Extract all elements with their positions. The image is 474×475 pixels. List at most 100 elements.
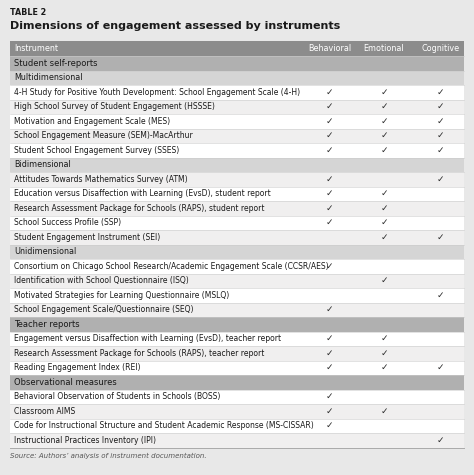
Text: School Engagement Measure (SEM)-MacArthur: School Engagement Measure (SEM)-MacArthu… <box>14 131 193 140</box>
Bar <box>10 332 464 346</box>
Text: ✓: ✓ <box>326 334 333 343</box>
Bar <box>10 216 464 230</box>
Text: ✓: ✓ <box>380 88 388 97</box>
Bar <box>10 418 464 433</box>
Text: Identification with School Questionnaire (ISQ): Identification with School Questionnaire… <box>14 276 189 285</box>
Text: Source: Authors’ analysis of instrument documentation.: Source: Authors’ analysis of instrument … <box>10 453 207 458</box>
Text: Teacher reports: Teacher reports <box>14 320 80 329</box>
Text: ✓: ✓ <box>380 407 388 416</box>
Bar <box>10 303 464 317</box>
Text: Consortium on Chicago School Research/Academic Engagement Scale (CCSR/AES): Consortium on Chicago School Research/Ac… <box>14 262 329 271</box>
Bar <box>10 201 464 216</box>
Text: ✓: ✓ <box>326 146 333 155</box>
Bar <box>10 375 464 390</box>
Text: ✓: ✓ <box>326 189 333 198</box>
Bar <box>10 274 464 288</box>
Text: Reading Engagement Index (REI): Reading Engagement Index (REI) <box>14 363 141 372</box>
Text: ✓: ✓ <box>437 291 445 300</box>
Text: High School Survey of Student Engagement (HSSSE): High School Survey of Student Engagement… <box>14 102 215 111</box>
Bar <box>10 288 464 303</box>
Bar <box>10 41 464 56</box>
Text: ✓: ✓ <box>437 175 445 184</box>
Text: ✓: ✓ <box>380 117 388 126</box>
Text: ✓: ✓ <box>437 131 445 140</box>
Bar <box>10 158 464 172</box>
Text: ✓: ✓ <box>326 363 333 372</box>
Text: Multidimensional: Multidimensional <box>14 73 83 82</box>
Text: Student Engagement Instrument (SEI): Student Engagement Instrument (SEI) <box>14 233 161 242</box>
Text: Behavioral Observation of Students in Schools (BOSS): Behavioral Observation of Students in Sc… <box>14 392 221 401</box>
Text: ✓: ✓ <box>437 102 445 111</box>
Text: Motivation and Engagement Scale (MES): Motivation and Engagement Scale (MES) <box>14 117 171 126</box>
Text: 4-H Study for Positive Youth Development: School Engagement Scale (4-H): 4-H Study for Positive Youth Development… <box>14 88 301 97</box>
Text: ✓: ✓ <box>437 117 445 126</box>
Bar <box>10 187 464 201</box>
Bar <box>10 99 464 114</box>
Text: Bidimensional: Bidimensional <box>14 160 71 169</box>
Text: Research Assessment Package for Schools (RAPS), teacher report: Research Assessment Package for Schools … <box>14 349 265 358</box>
Text: ✓: ✓ <box>326 305 333 314</box>
Bar <box>10 172 464 187</box>
Bar <box>10 361 464 375</box>
Bar <box>10 259 464 274</box>
Bar <box>10 230 464 245</box>
Text: Motivated Strategies for Learning Questionnaire (MSLQ): Motivated Strategies for Learning Questi… <box>14 291 230 300</box>
Bar <box>10 129 464 143</box>
Text: ✓: ✓ <box>437 146 445 155</box>
Text: ✓: ✓ <box>437 436 445 445</box>
Text: Dimensions of engagement assessed by instruments: Dimensions of engagement assessed by ins… <box>10 21 341 31</box>
Text: School Engagement Scale/Questionnaire (SEQ): School Engagement Scale/Questionnaire (S… <box>14 305 194 314</box>
Bar <box>10 317 464 332</box>
Text: ✓: ✓ <box>326 421 333 430</box>
Text: ✓: ✓ <box>326 102 333 111</box>
Text: TABLE 2: TABLE 2 <box>10 8 46 17</box>
Text: ✓: ✓ <box>380 276 388 285</box>
Text: ✓: ✓ <box>437 363 445 372</box>
Text: ✓: ✓ <box>326 131 333 140</box>
Text: Unidimensional: Unidimensional <box>14 247 77 256</box>
Text: Attitudes Towards Mathematics Survey (ATM): Attitudes Towards Mathematics Survey (AT… <box>14 175 188 184</box>
Bar <box>10 245 464 259</box>
Bar <box>10 85 464 99</box>
Text: Classroom AIMS: Classroom AIMS <box>14 407 76 416</box>
Text: ✓: ✓ <box>326 204 333 213</box>
Text: ✓: ✓ <box>437 233 445 242</box>
Text: ✓: ✓ <box>326 407 333 416</box>
Text: Instructional Practices Inventory (IPI): Instructional Practices Inventory (IPI) <box>14 436 156 445</box>
Text: ✓: ✓ <box>380 349 388 358</box>
Text: ✓: ✓ <box>326 218 333 227</box>
Text: ✓: ✓ <box>326 392 333 401</box>
Text: ✓: ✓ <box>380 204 388 213</box>
Text: School Success Profile (SSP): School Success Profile (SSP) <box>14 218 121 227</box>
Text: Cognitive: Cognitive <box>422 44 460 53</box>
Text: ✓: ✓ <box>380 218 388 227</box>
Bar <box>10 56 464 70</box>
Text: ✓: ✓ <box>326 349 333 358</box>
Bar <box>10 433 464 447</box>
Bar <box>10 143 464 158</box>
Text: Student self-reports: Student self-reports <box>14 59 98 68</box>
Text: Instrument: Instrument <box>14 44 58 53</box>
Text: Student School Engagement Survey (SSES): Student School Engagement Survey (SSES) <box>14 146 180 155</box>
Text: ✓: ✓ <box>326 117 333 126</box>
Text: Engagement versus Disaffection with Learning (EvsD), teacher report: Engagement versus Disaffection with Lear… <box>14 334 282 343</box>
Text: ✓: ✓ <box>380 146 388 155</box>
Text: Emotional: Emotional <box>364 44 404 53</box>
Text: ✓: ✓ <box>380 363 388 372</box>
Text: ✓: ✓ <box>380 189 388 198</box>
Bar <box>10 346 464 361</box>
Bar <box>10 390 464 404</box>
Text: ✓: ✓ <box>380 233 388 242</box>
Text: ✓: ✓ <box>380 131 388 140</box>
Text: ✓: ✓ <box>437 88 445 97</box>
Text: Observational measures: Observational measures <box>14 378 117 387</box>
Bar <box>10 404 464 418</box>
Bar <box>10 70 464 85</box>
Text: ✓: ✓ <box>380 334 388 343</box>
Text: ✓: ✓ <box>380 102 388 111</box>
Text: ✓: ✓ <box>326 262 333 271</box>
Bar <box>10 114 464 129</box>
Text: Behavioral: Behavioral <box>308 44 351 53</box>
Text: Education versus Disaffection with Learning (EvsD), student report: Education versus Disaffection with Learn… <box>14 189 271 198</box>
Text: Code for Instructional Structure and Student Academic Response (MS-CISSAR): Code for Instructional Structure and Stu… <box>14 421 314 430</box>
